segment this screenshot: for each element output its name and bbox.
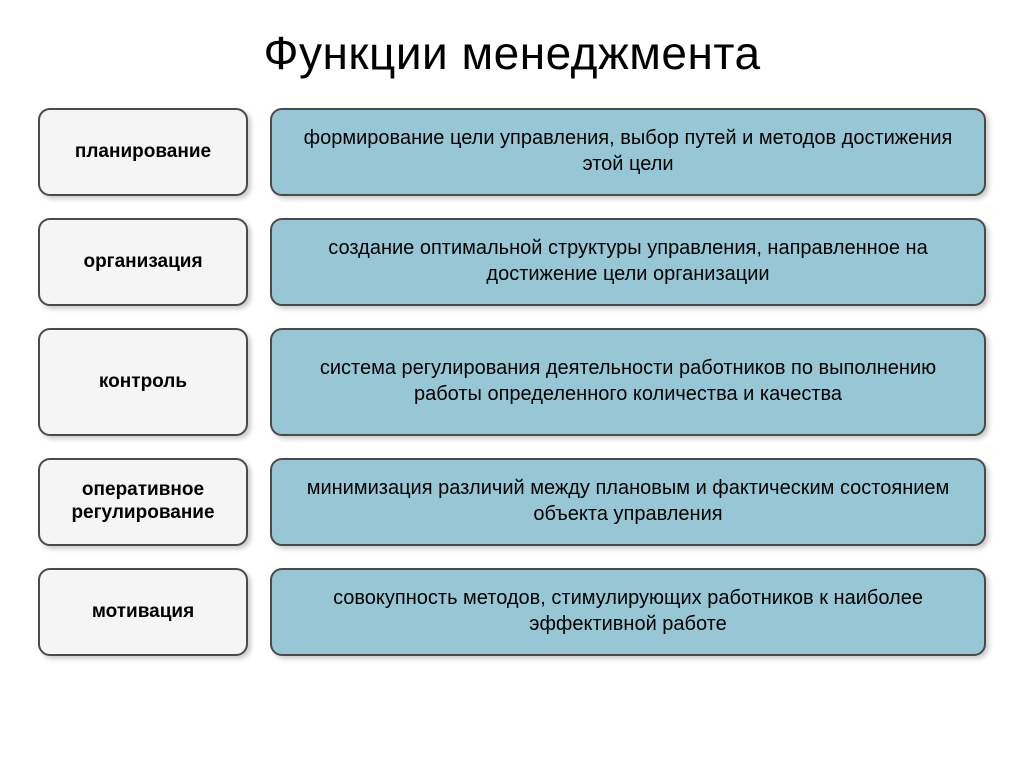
function-description: формирование цели управления, выбор путе… xyxy=(270,108,986,196)
function-label: контроль xyxy=(38,328,248,436)
function-description: минимизация различий между плановым и фа… xyxy=(270,458,986,546)
function-description: создание оптимальной структуры управлени… xyxy=(270,218,986,306)
function-row: мотивация совокупность методов, стимулир… xyxy=(38,568,986,656)
function-label: планирование xyxy=(38,108,248,196)
function-label: организация xyxy=(38,218,248,306)
function-description: система регулирования деятельности работ… xyxy=(270,328,986,436)
function-row: контроль система регулирования деятельно… xyxy=(38,328,986,436)
page-title: Функции менеджмента xyxy=(38,26,986,80)
rows-container: планирование формирование цели управлени… xyxy=(38,108,986,656)
function-row: организация создание оптимальной структу… xyxy=(38,218,986,306)
function-row: планирование формирование цели управлени… xyxy=(38,108,986,196)
function-label: оперативное регулирование xyxy=(38,458,248,546)
function-row: оперативное регулирование минимизация ра… xyxy=(38,458,986,546)
function-description: совокупность методов, стимулирующих рабо… xyxy=(270,568,986,656)
function-label: мотивация xyxy=(38,568,248,656)
